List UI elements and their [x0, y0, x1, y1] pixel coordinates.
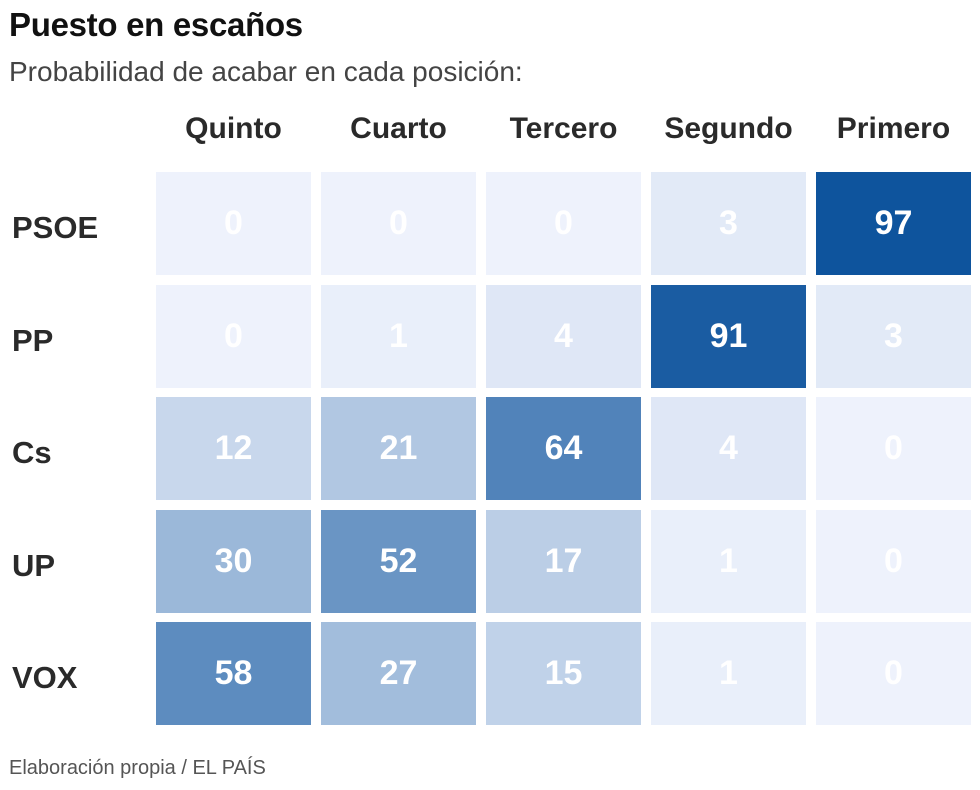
heatmap-cell-cs-segundo: 4: [651, 397, 806, 500]
chart-subtitle: Probabilidad de acabar en cada posición:: [9, 56, 523, 87]
heatmap-cell-cs-cuarto: 21: [321, 397, 476, 500]
heatmap-cell-psoe-quinto: 0: [156, 172, 311, 275]
column-header-primero: Primero: [836, 112, 951, 145]
heatmap-cell-pp-tercero: 4: [486, 284, 641, 388]
heatmap-cell-up-primero: 0: [816, 509, 971, 613]
row-header-pp: PP: [12, 322, 54, 358]
column-header-cuarto: Cuarto: [350, 112, 447, 145]
heatmap-cell-psoe-cuarto: 0: [321, 172, 476, 275]
row-header-cs: Cs: [12, 435, 52, 470]
chart-title: Puesto en escaños: [9, 6, 303, 43]
heatmap-cell-up-segundo: 1: [651, 509, 806, 613]
row-header-vox: VOX: [12, 660, 78, 695]
heatmap-cell-vox-segundo: 1: [651, 622, 806, 725]
heatmap-cell-pp-cuarto: 1: [321, 284, 476, 388]
heatmap-cell-cs-quinto: 12: [156, 397, 311, 500]
heatmap-cell-vox-quinto: 58: [156, 622, 311, 725]
heatmap-cell-psoe-primero: 97: [816, 172, 971, 275]
heatmap-cell-cs-tercero: 64: [486, 397, 641, 500]
heatmap-cell-psoe-segundo: 3: [651, 172, 806, 275]
heatmap-cell-up-cuarto: 52: [321, 509, 476, 613]
heatmap-cell-pp-primero: 3: [816, 284, 971, 388]
column-header-segundo: Segundo: [664, 112, 793, 145]
heatmap-cell-psoe-tercero: 0: [486, 172, 641, 275]
heatmap-cell-vox-cuarto: 27: [321, 622, 476, 725]
heatmap-cell-up-tercero: 17: [486, 509, 641, 613]
row-header-up: UP: [12, 547, 56, 583]
column-header-quinto: Quinto: [185, 112, 282, 145]
heatmap-cell-up-quinto: 30: [156, 509, 311, 613]
column-header-tercero: Tercero: [509, 112, 618, 145]
heatmap-cell-vox-primero: 0: [816, 622, 971, 725]
heatmap-cell-pp-segundo: 91: [651, 284, 806, 388]
source-credit: Elaboración propia / EL PAÍS: [9, 757, 266, 779]
heatmap-cell-pp-quinto: 0: [156, 284, 311, 388]
heatmap-cell-cs-primero: 0: [816, 397, 971, 500]
row-header-psoe: PSOE: [12, 210, 99, 245]
heatmap-cell-vox-tercero: 15: [486, 622, 641, 725]
